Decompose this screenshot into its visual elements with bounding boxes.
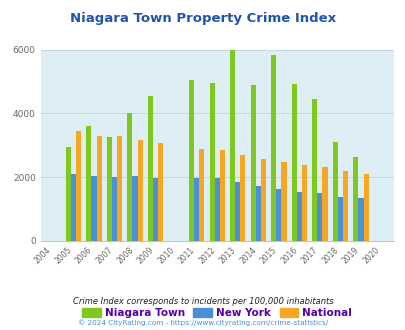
Bar <box>291 84 296 241</box>
Bar <box>219 150 224 241</box>
Bar <box>342 171 347 241</box>
Bar <box>240 155 245 241</box>
Bar <box>234 182 240 241</box>
Bar <box>96 136 101 241</box>
Text: © 2024 CityRating.com - https://www.cityrating.com/crime-statistics/: © 2024 CityRating.com - https://www.city… <box>78 319 327 326</box>
Legend: Niagara Town, New York, National: Niagara Town, New York, National <box>78 304 356 322</box>
Bar <box>117 136 122 241</box>
Bar <box>71 174 76 241</box>
Bar <box>209 83 214 241</box>
Bar <box>194 178 199 241</box>
Bar <box>250 85 255 241</box>
Bar <box>301 165 306 241</box>
Bar <box>107 137 112 241</box>
Bar <box>132 176 137 241</box>
Text: Niagara Town Property Crime Index: Niagara Town Property Crime Index <box>70 12 335 24</box>
Bar <box>296 192 301 241</box>
Bar <box>230 50 234 241</box>
Bar <box>91 176 96 241</box>
Bar <box>112 177 117 241</box>
Bar <box>188 80 194 241</box>
Bar <box>153 179 158 241</box>
Bar <box>137 140 143 241</box>
Bar <box>86 126 91 241</box>
Bar <box>332 142 337 241</box>
Bar <box>260 159 265 241</box>
Bar <box>337 197 342 241</box>
Bar <box>76 131 81 241</box>
Bar <box>322 167 327 241</box>
Bar <box>281 162 286 241</box>
Bar <box>362 174 368 241</box>
Bar <box>255 186 260 241</box>
Bar <box>358 198 362 241</box>
Bar <box>199 149 204 241</box>
Bar <box>271 55 275 241</box>
Bar <box>275 188 281 241</box>
Bar <box>317 193 322 241</box>
Bar <box>311 99 317 241</box>
Bar <box>214 178 219 241</box>
Bar <box>352 157 358 241</box>
Bar <box>127 113 132 241</box>
Bar <box>147 96 153 241</box>
Bar <box>66 147 71 241</box>
Bar <box>158 143 163 241</box>
Text: Crime Index corresponds to incidents per 100,000 inhabitants: Crime Index corresponds to incidents per… <box>72 297 333 307</box>
